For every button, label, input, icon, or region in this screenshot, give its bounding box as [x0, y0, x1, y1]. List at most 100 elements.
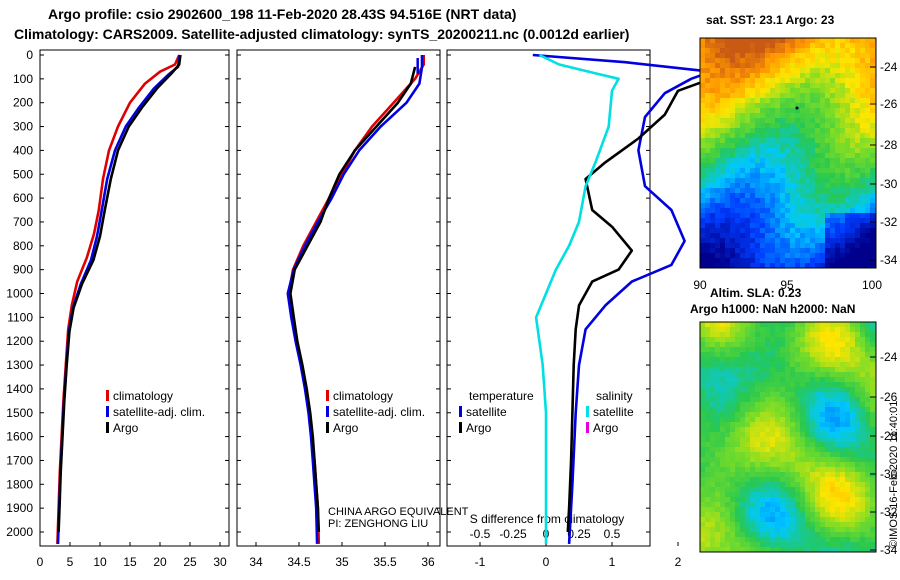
depth-tick-label: 300	[13, 120, 33, 134]
depth-tick-label: 900	[13, 263, 33, 277]
depth-tick-label: 600	[13, 191, 33, 205]
depth-tick-label: 400	[13, 143, 33, 157]
depth-tick-label: 0	[26, 48, 33, 62]
panel-frame-1	[236, 49, 441, 547]
depth-tick-label: 500	[13, 167, 33, 181]
diff-legend-swatch	[459, 422, 462, 433]
sst-lat-tick-label: -28	[880, 138, 898, 152]
sal-x-tick-label: 36	[421, 555, 435, 569]
program-credit: CHINA ARGO EQUIVALENT	[328, 506, 469, 518]
sst-label: sat. SST: 23.1 Argo: 23	[706, 13, 835, 27]
depth-tick-label: 100	[13, 72, 33, 86]
sst-lat-tick-label: -32	[880, 215, 898, 229]
depth-tick-label: 1300	[6, 358, 33, 372]
depth-tick-label: 1500	[6, 406, 33, 420]
temp-legend-swatch	[106, 390, 109, 401]
sal-x-tick-label: 35.5	[373, 555, 397, 569]
imos-credit: ©IMOS 16-Feb-2020 11:40:01	[888, 400, 900, 548]
depth-tick-label: 1100	[7, 310, 33, 324]
sst-lat-tick-label: -26	[880, 97, 898, 111]
depth-tick-label: 1200	[6, 334, 33, 348]
temp-x-tick-label: 25	[183, 555, 197, 569]
diff-x-tick-label: -1	[475, 555, 486, 569]
sdiff-tick-label: 0.25	[567, 527, 591, 541]
depth-tick-label: 1800	[6, 477, 33, 491]
sal-line-argo	[289, 66, 417, 533]
sla-lat-tick-label: -34	[880, 543, 898, 557]
sst-lat-tick-label: -30	[880, 177, 898, 191]
climatology-title: Climatology: CARS2009. Satellite-adjuste…	[14, 26, 630, 42]
depth-tick-label: 200	[13, 96, 33, 110]
diff-legend-label: Argo	[593, 421, 619, 435]
depth-tick-label: 1700	[6, 453, 33, 467]
depth-tick-label: 700	[13, 215, 33, 229]
sal-x-tick-label: 35	[335, 555, 349, 569]
sal-legend-label: Argo	[333, 421, 359, 435]
profile-title: Argo profile: csio 2902600_198 11-Feb-20…	[48, 6, 517, 22]
sla-lat-tick-label: -32	[880, 505, 898, 519]
sal-x-tick-label: 34	[249, 555, 263, 569]
temp-x-tick-label: 20	[153, 555, 167, 569]
sst-lat-tick-label: -34	[880, 253, 898, 267]
depth-tick-label: 1900	[6, 501, 33, 515]
panel-frame-2	[446, 49, 651, 547]
depth-tick-label: 1000	[6, 287, 33, 301]
diff-legend-swatch	[459, 406, 462, 417]
diff-x-tick-label: 1	[609, 555, 616, 569]
sst-map-frame	[699, 37, 877, 269]
diff-legend-label: satellite	[466, 405, 507, 419]
diff-legend-label: satellite	[593, 405, 634, 419]
temp-legend-swatch	[106, 422, 109, 433]
sal-legend-label: satellite-adj. clim.	[333, 405, 425, 419]
diff-line-temperature-satellite	[532, 53, 713, 544]
sst-lon-tick-label: 90	[693, 278, 707, 292]
sdiff-tick-label: -0.25	[499, 527, 527, 541]
diff-legend-group-salinity: salinity	[596, 389, 633, 403]
diff-line-salinity-satellite	[534, 53, 620, 544]
sst-lon-tick-label: 95	[780, 278, 794, 292]
diff-x-tick-label: 2	[675, 555, 682, 569]
depth-tick-label: 800	[13, 239, 33, 253]
diff-x-tick-label: 0	[543, 555, 550, 569]
argo-h-label: Argo h1000: NaN h2000: NaN	[690, 302, 856, 316]
sal-x-tick-label: 34.5	[287, 555, 311, 569]
diff-line-temperature-argo	[566, 53, 733, 533]
temp-x-tick-label: 10	[93, 555, 107, 569]
diff-legend-swatch	[586, 422, 589, 433]
sla-map-frame	[699, 321, 877, 553]
sst-lon-tick-label: 100	[862, 278, 882, 292]
temp-legend-swatch	[106, 406, 109, 417]
sal-line-climatology	[287, 55, 426, 544]
temp-legend-label: satellite-adj. clim.	[113, 405, 205, 419]
sla-lat-tick-label: -24	[880, 350, 898, 364]
panel-frame-0	[39, 49, 230, 547]
temp-x-tick-label: 30	[213, 555, 227, 569]
temp-line-argo	[57, 54, 182, 533]
sal-legend-swatch	[326, 406, 329, 417]
argo-position-marker	[795, 106, 799, 110]
temp-legend-label: climatology	[113, 389, 173, 403]
sla-lat-tick-label: -30	[880, 467, 898, 481]
sla-lat-tick-label: -26	[880, 390, 898, 404]
diff-legend-swatch	[586, 406, 589, 417]
sst-map-image	[700, 38, 876, 268]
sdiff-tick-label: 0.5	[604, 527, 621, 541]
pi-credit: PI: ZENGHONG LIU	[328, 518, 429, 530]
sla-lat-tick-label: -28	[880, 429, 898, 443]
diff-legend-label: Argo	[466, 421, 492, 435]
sla-map-image	[700, 322, 876, 552]
sal-legend-swatch	[326, 422, 329, 433]
depth-tick-label: 1400	[6, 382, 33, 396]
temp-x-tick-label: 5	[67, 555, 74, 569]
temp-x-tick-label: 15	[123, 555, 137, 569]
diff-legend-group-temperature: temperature	[469, 389, 534, 403]
temp-x-tick-label: 0	[37, 555, 44, 569]
depth-tick-label: 2000	[6, 525, 33, 539]
sla-label: Altim. SLA: 0.23	[710, 286, 802, 300]
depth-tick-label: 1600	[6, 430, 33, 444]
sst-lat-tick-label: -24	[880, 60, 898, 74]
sal-legend-label: climatology	[333, 389, 393, 403]
temp-legend-label: Argo	[113, 421, 139, 435]
sal-legend-swatch	[326, 390, 329, 401]
